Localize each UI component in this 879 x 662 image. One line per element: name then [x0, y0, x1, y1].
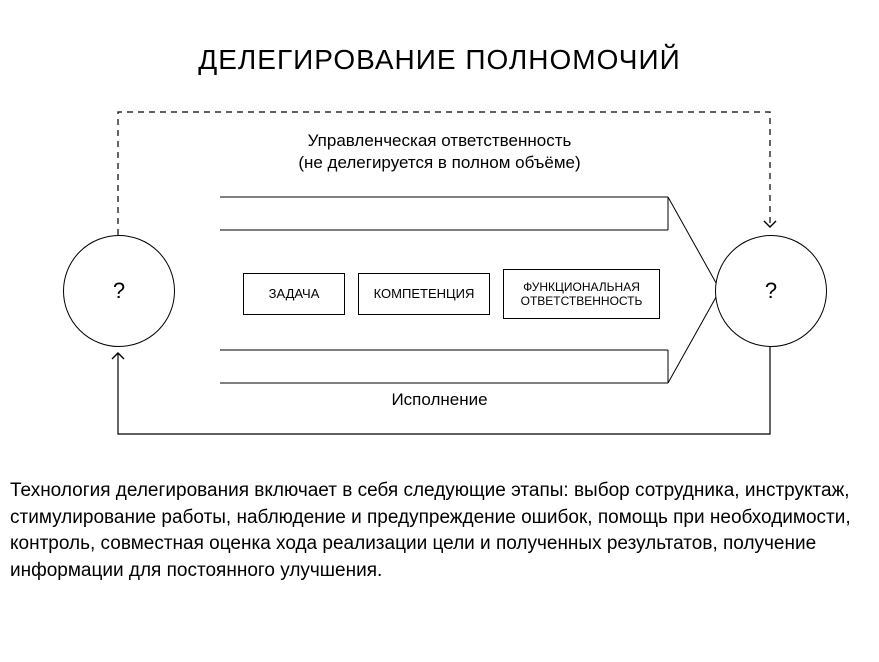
subtitle-line2: (не делегируется в полном объёме)	[0, 152, 879, 174]
execution-label: Исполнение	[0, 390, 879, 410]
box-task: ЗАДАЧА	[243, 273, 345, 315]
subtitle-block: Управленческая ответственность (не делег…	[0, 130, 879, 174]
right-actor-circle: ?	[715, 235, 827, 347]
box-func-line2: ОТВЕТСТВЕННОСТЬ	[521, 294, 643, 308]
diagram-title: ДЕЛЕГИРОВАНИЕ ПОЛНОМОЧИЙ	[0, 44, 879, 76]
description-paragraph: Технология делегирования включает в себя…	[10, 478, 869, 584]
box-task-label: ЗАДАЧА	[269, 286, 320, 302]
left-actor-label: ?	[113, 278, 125, 304]
box-competency-label: КОМПЕТЕНЦИЯ	[374, 286, 475, 302]
left-actor-circle: ?	[63, 235, 175, 347]
subtitle-line1: Управленческая ответственность	[0, 130, 879, 152]
box-func-line1: ФУНКЦИОНАЛЬНАЯ	[521, 280, 643, 294]
box-competency: КОМПЕТЕНЦИЯ	[358, 273, 490, 315]
box-functional-responsibility: ФУНКЦИОНАЛЬНАЯ ОТВЕТСТВЕННОСТЬ	[503, 269, 660, 319]
right-actor-label: ?	[765, 278, 777, 304]
